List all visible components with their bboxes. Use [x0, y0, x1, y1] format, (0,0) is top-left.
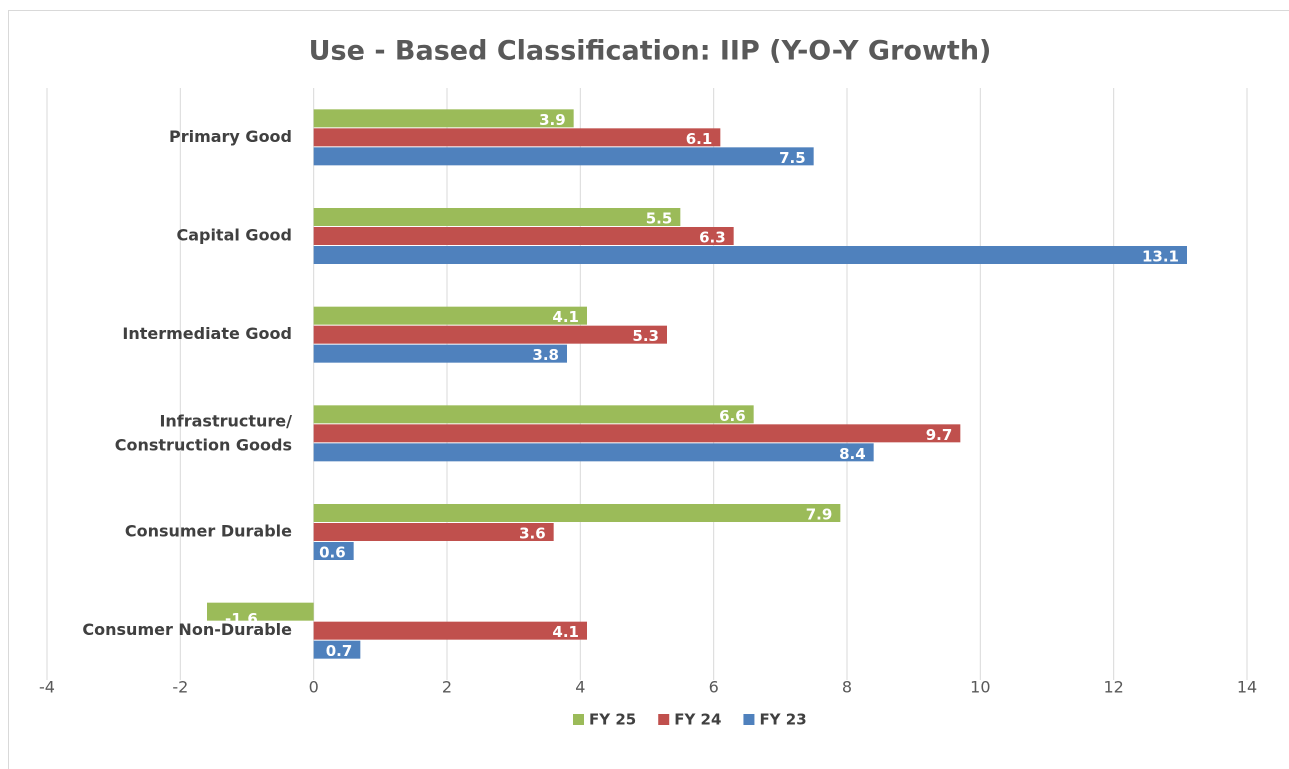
bar — [313, 640, 361, 659]
bar — [313, 227, 734, 245]
data-label: 9.7 — [926, 426, 953, 444]
bar — [313, 443, 874, 462]
data-label: 6.1 — [686, 130, 713, 148]
bar — [313, 306, 587, 325]
data-label: 6.3 — [699, 229, 726, 247]
category-label: Consumer Durable — [125, 522, 292, 541]
data-label: 0.7 — [326, 642, 353, 660]
chart-title: Use - Based Classification: IIP (Y-O-Y G… — [309, 36, 992, 67]
legend-swatch — [573, 714, 584, 725]
x-tick-label: 10 — [970, 678, 990, 697]
category-label: Primary Good — [169, 127, 292, 146]
bar — [313, 128, 721, 147]
x-tick-label: 4 — [575, 678, 585, 697]
legend-label: FY 25 — [589, 711, 636, 729]
data-label: 4.1 — [552, 308, 579, 326]
bar — [313, 621, 587, 640]
category-label: Intermediate Good — [122, 324, 292, 343]
data-label: 7.9 — [806, 506, 833, 524]
data-label: 8.4 — [839, 445, 866, 463]
x-tick-label: 0 — [309, 678, 319, 697]
bar — [313, 344, 567, 363]
data-label: 5.3 — [632, 327, 659, 345]
data-label: 3.6 — [519, 525, 546, 543]
data-label: 7.5 — [779, 149, 806, 167]
data-label: 4.1 — [552, 623, 579, 641]
category-label: Infrastructure/ Construction Goods — [109, 411, 292, 454]
data-label: 13.1 — [1142, 248, 1179, 266]
data-label: 6.6 — [719, 407, 746, 425]
bar — [313, 325, 667, 344]
x-tick-label: 8 — [842, 678, 852, 697]
bar — [313, 246, 1188, 264]
bar — [207, 602, 314, 621]
bar — [313, 208, 681, 226]
bar — [313, 424, 961, 443]
bar — [313, 542, 354, 560]
bar — [313, 405, 754, 424]
data-label: 3.9 — [539, 111, 566, 129]
legend-label: FY 24 — [674, 711, 721, 729]
category-label: Capital Good — [176, 226, 292, 245]
bar — [313, 109, 574, 128]
data-label: 0.6 — [319, 544, 346, 562]
data-label: -1.6 — [225, 610, 258, 628]
x-tick-label: 14 — [1237, 678, 1257, 697]
chart-border — [8, 10, 1289, 769]
x-tick-label: -2 — [172, 678, 188, 697]
x-tick-label: -4 — [39, 678, 55, 697]
x-tick-label: 12 — [1103, 678, 1123, 697]
bar — [313, 147, 814, 166]
x-tick-label: 6 — [709, 678, 719, 697]
data-label: 3.8 — [532, 346, 559, 364]
legend-swatch — [658, 714, 670, 725]
bar — [313, 504, 841, 522]
category-label: Consumer Non-Durable — [82, 620, 292, 639]
legend-label: FY 23 — [759, 711, 806, 729]
x-tick-label: 2 — [442, 678, 452, 697]
bar — [313, 523, 554, 541]
data-label: 5.5 — [646, 210, 673, 228]
legend-swatch — [743, 714, 755, 725]
